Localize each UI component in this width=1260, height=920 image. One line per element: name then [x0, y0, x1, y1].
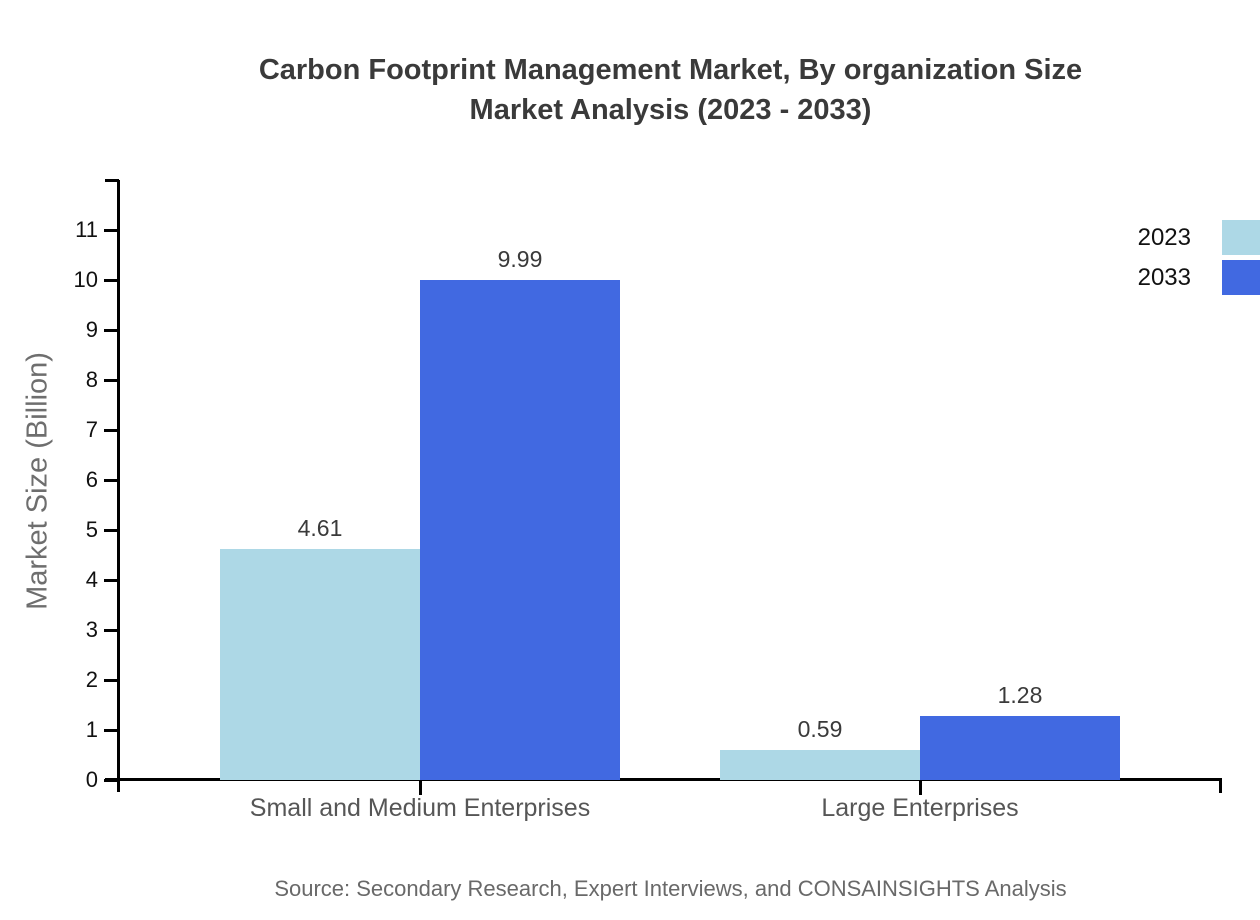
value-label: 4.61 — [297, 515, 343, 541]
bar-2023-2 — [720, 750, 920, 780]
legend-label: 2023 — [1137, 223, 1191, 251]
y-tick-mark — [104, 779, 120, 782]
y-tick-label: 1 — [85, 717, 98, 742]
y-tick-mark — [104, 379, 120, 382]
y-tick-mark — [104, 429, 120, 432]
source-text: Source: Secondary Research, Expert Inter… — [274, 876, 1067, 901]
category-label: Large Enterprises — [821, 794, 1019, 822]
y-tick-mark — [104, 679, 120, 682]
y-tick-mark — [104, 529, 120, 532]
bar-2033-2 — [920, 716, 1120, 780]
y-tick-label: 4 — [85, 567, 98, 592]
y-tick-mark — [104, 579, 120, 582]
y-tick-label: 2 — [85, 667, 98, 692]
bar-2023-1 — [220, 549, 420, 780]
legend-swatch — [1222, 260, 1260, 295]
x-tick-mark — [419, 780, 422, 795]
legend: 2023 2033 — [1138, 220, 1260, 300]
legend-label: 2033 — [1137, 263, 1191, 291]
y-tick-label: 10 — [73, 267, 98, 292]
legend-item-2023: 2023 — [1138, 220, 1260, 255]
legend-item-2033: 2033 — [1138, 260, 1260, 295]
value-label: 9.99 — [497, 246, 543, 272]
y-tick-label: 7 — [85, 417, 98, 442]
x-axis-right-cap — [1219, 778, 1222, 793]
y-tick-mark — [104, 479, 120, 482]
chart-title-line-1: Carbon Footprint Management Market, By o… — [258, 54, 1083, 86]
y-tick-mark — [104, 329, 120, 332]
value-label: 0.59 — [797, 716, 843, 742]
y-tick-mark — [104, 279, 120, 282]
y-tick-label: 9 — [85, 317, 98, 342]
y-axis-line — [117, 180, 120, 792]
x-tick-mark — [919, 780, 922, 795]
category-label: Small and Medium Enterprises — [249, 794, 591, 822]
value-label: 1.28 — [997, 682, 1043, 708]
y-tick-mark — [104, 729, 120, 732]
y-tick-label: 3 — [85, 617, 98, 642]
y-tick-mark — [104, 229, 120, 232]
y-axis-top-cap — [105, 179, 119, 182]
x-axis-line — [105, 778, 1222, 781]
chart-title-line-2: Market Analysis (2023 - 2033) — [469, 94, 872, 126]
y-tick-label: 6 — [85, 467, 98, 492]
y-tick-label: 5 — [85, 517, 98, 542]
y-tick-mark — [104, 629, 120, 632]
bar-2033-1 — [420, 280, 620, 780]
y-tick-label: 11 — [75, 217, 98, 242]
y-tick-label: 0 — [85, 767, 98, 792]
chart-title: Carbon Footprint Management Market, By o… — [119, 50, 1222, 130]
legend-swatch — [1222, 220, 1260, 255]
y-tick-label: 8 — [85, 367, 98, 392]
